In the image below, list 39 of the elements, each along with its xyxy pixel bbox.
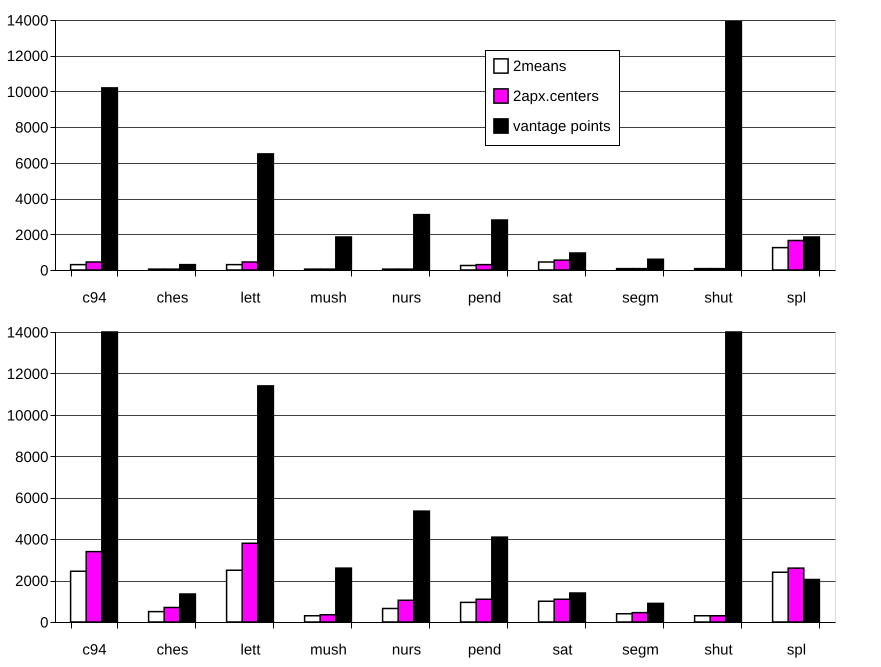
x-tick-label: nurs: [392, 642, 422, 658]
x-tick-label: mush: [310, 290, 347, 306]
x-tick-label: spl: [786, 642, 806, 658]
x-tick-label: pend: [468, 290, 502, 306]
x-tick-label: nurs: [392, 290, 422, 306]
x-tick-label: sat: [552, 642, 574, 658]
y-tick-label: 14000: [6, 324, 48, 342]
legend-label: 2apx.centers: [513, 88, 599, 105]
x-tick-label: ches: [156, 290, 188, 306]
y-tick-label: 12000: [6, 48, 48, 66]
x-tick-label: c94: [82, 642, 107, 658]
y-tick-label: 2000: [15, 226, 48, 244]
x-tick-label: shut: [704, 290, 734, 306]
y-tick-label: 8000: [15, 120, 48, 137]
y-tick-label: 4000: [15, 532, 48, 549]
x-tick-label: spl: [786, 290, 806, 306]
y-tick-label: 14000: [6, 12, 48, 30]
x-tick-label: segm: [622, 642, 659, 658]
x-tick-label: shut: [704, 642, 734, 658]
y-tick-label: 10000: [6, 84, 48, 101]
y-tick-label: 8000: [15, 448, 48, 466]
x-tick-label: c94: [82, 290, 107, 306]
x-tick-label: lett: [240, 290, 262, 306]
x-tick-label: mush: [310, 642, 347, 658]
y-tick-label: 0: [40, 262, 48, 280]
legend-label: vantage points: [513, 118, 611, 135]
legend-label: 2means: [513, 58, 566, 75]
x-tick-label: sat: [552, 290, 574, 306]
x-tick-label: lett: [240, 642, 262, 658]
y-tick-label: 4000: [15, 191, 48, 208]
y-tick-label: 0: [40, 614, 48, 632]
x-tick-label: segm: [622, 290, 659, 306]
y-tick-label: 6000: [15, 155, 48, 172]
y-tick-label: 12000: [6, 366, 48, 383]
y-tick-label: 6000: [15, 490, 48, 508]
y-tick-label: 10000: [6, 407, 48, 424]
y-tick-label: 2000: [15, 573, 48, 590]
x-tick-label: pend: [468, 642, 502, 658]
x-tick-label: ches: [156, 642, 188, 658]
